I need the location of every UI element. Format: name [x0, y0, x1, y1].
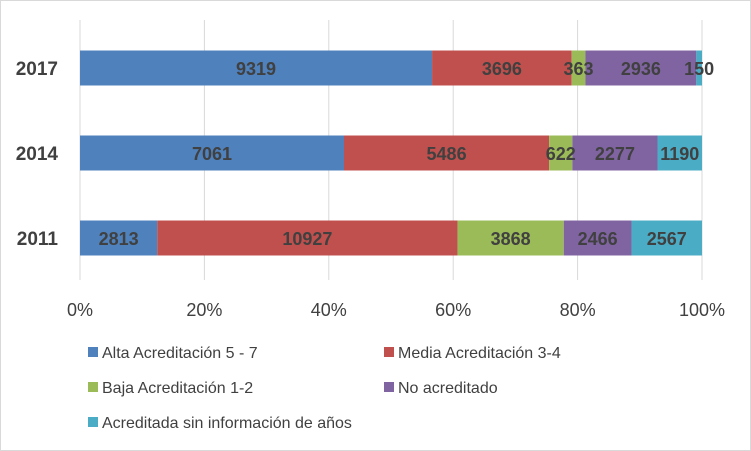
bar-segment — [631, 220, 702, 256]
bar-segment — [457, 220, 564, 256]
data-label: 7061 — [192, 144, 232, 164]
legend-swatch — [384, 347, 394, 357]
bar-segment — [585, 50, 697, 86]
legend-label: Acreditada sin información de años — [102, 415, 352, 432]
data-label: 1190 — [660, 144, 699, 164]
bar-segment — [80, 50, 433, 86]
data-label: 3696 — [482, 59, 522, 79]
data-label: 10927 — [282, 229, 332, 249]
bar-segment — [571, 50, 586, 86]
legend-swatch — [384, 382, 394, 392]
legend-label: Alta Acreditación 5 - 7 — [102, 345, 258, 362]
x-tick-label: 0% — [67, 300, 93, 320]
category-label: 2011 — [17, 229, 59, 250]
legend-item: No acreditado — [384, 380, 498, 397]
legend-swatch — [88, 417, 98, 427]
legend: Alta Acreditación 5 - 7 Media Acreditació… — [88, 345, 561, 432]
data-label: 5486 — [427, 144, 467, 164]
bar-segment — [80, 220, 158, 256]
bar-segment — [563, 220, 632, 256]
data-label: 2936 — [621, 59, 661, 79]
category-label: 2014 — [16, 144, 59, 165]
bar-segment — [432, 50, 572, 86]
legend-item: Media Acreditación 3-4 — [384, 345, 561, 362]
data-label: 2567 — [647, 229, 687, 249]
x-tick-label: 60% — [435, 300, 471, 320]
bar-segment — [549, 135, 573, 171]
bar-segment — [157, 220, 458, 256]
bar-segment — [572, 135, 658, 171]
data-label: 2277 — [595, 144, 635, 164]
x-tick-label: 80% — [560, 300, 596, 320]
value-axis: 0% 20% 40% 60% 80% 100% — [67, 300, 725, 320]
data-labels: 9319 3696 363 2936 150 7061 5486 622 2277 1190 281… — [99, 59, 715, 249]
legend-item: Baja Acreditación 1-2 — [88, 380, 253, 397]
bar-segment — [657, 135, 702, 171]
legend-label: No acreditado — [398, 380, 498, 397]
x-tick-label: 40% — [311, 300, 347, 320]
data-label: 622 — [546, 144, 576, 164]
data-label: 150 — [684, 59, 714, 79]
data-label: 9319 — [236, 59, 276, 79]
legend-label: Media Acreditación 3-4 — [398, 345, 561, 362]
x-tick-label: 20% — [186, 300, 222, 320]
data-label: 2813 — [99, 229, 139, 249]
legend-item: Acreditada sin información de años — [88, 415, 352, 432]
data-label: 3868 — [491, 229, 531, 249]
legend-swatch — [88, 347, 98, 357]
category-label: 2017 — [16, 59, 58, 80]
bar-segment — [344, 135, 550, 171]
category-axis: 2017 2014 2011 — [16, 59, 59, 250]
data-label: 2466 — [578, 229, 618, 249]
legend-swatch — [88, 382, 98, 392]
bars — [80, 50, 702, 256]
bar-segment — [80, 135, 345, 171]
legend-label: Baja Acreditación 1-2 — [102, 380, 253, 397]
bar-segment — [696, 50, 702, 86]
x-tick-label: 100% — [679, 300, 725, 320]
legend-item: Alta Acreditación 5 - 7 — [88, 345, 258, 362]
data-label: 363 — [564, 59, 594, 79]
